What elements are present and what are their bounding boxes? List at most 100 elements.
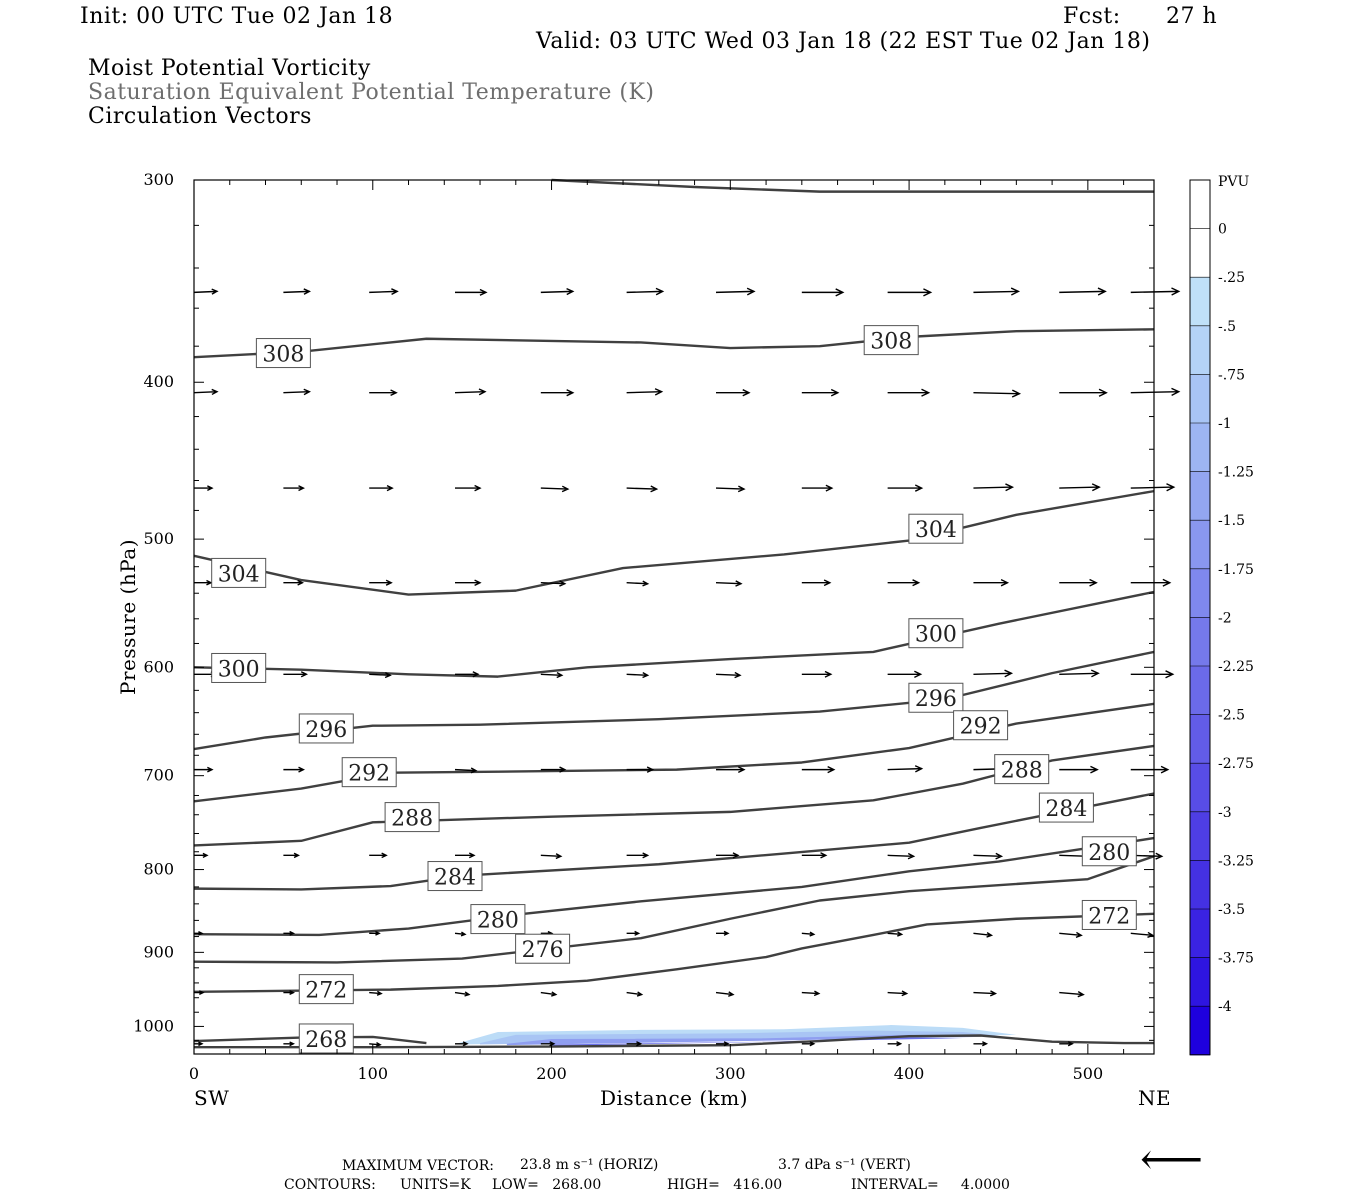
contour-label-box [470, 904, 526, 935]
circulation-vector [887, 765, 924, 773]
circulation-vector [455, 671, 480, 678]
circulation-vector [715, 580, 743, 587]
x-axis-title: Distance (km) [600, 1086, 748, 1110]
circulation-vector [801, 579, 832, 587]
circulation-vector [1130, 287, 1181, 296]
circulation-vector [626, 1041, 643, 1047]
circulation-vector [716, 389, 751, 397]
circulation-vector [801, 931, 816, 937]
contour-label-box [298, 1023, 354, 1054]
colorbar-label: -2.25 [1218, 659, 1254, 675]
circulation-vector [716, 930, 730, 936]
circulation-vector [194, 852, 209, 858]
contour-label: 288 [391, 807, 433, 832]
field-title-mpv: Moist Potential Vorticity [88, 56, 371, 81]
colorbar-swatch [1190, 763, 1210, 813]
circulation-vector [1059, 1041, 1074, 1047]
contour-276-9 [193, 855, 1155, 964]
x-axis-left-end-label: SW [194, 1086, 229, 1110]
field-title-theta-es: Saturation Equivalent Potential Temperat… [88, 80, 655, 105]
colorbar-label: -.25 [1218, 270, 1245, 286]
circulation-vector [283, 990, 295, 996]
init-time: Init: 00 UTC Tue 02 Jan 18 [80, 4, 394, 29]
circulation-vector [540, 991, 558, 997]
colorbar: PVU 0 -.25 -.5 -.75 -1 -1.25 -1.5 -1.75 -2 -2.25 -2… [1189, 174, 1254, 1056]
colorbar-label: -1.25 [1218, 465, 1254, 481]
colorbar-swatch [1190, 180, 1210, 230]
circulation-vector [540, 389, 575, 397]
circulation-vector [1130, 483, 1176, 492]
circulation-vector [973, 932, 994, 938]
contour-label: 272 [1088, 904, 1130, 929]
circulation-vector [801, 990, 821, 997]
circulation-vector [1059, 388, 1108, 397]
contour-label: 292 [348, 762, 390, 787]
circulation-vector [283, 579, 304, 586]
y-tick-label: 500 [143, 529, 174, 548]
colorbar-label: -.5 [1218, 319, 1236, 335]
contour-label-box [341, 757, 397, 788]
circulation-vector [715, 287, 756, 296]
field-title-vectors: Circulation Vectors [88, 104, 312, 129]
circulation-vector [283, 288, 311, 295]
circulation-vector [716, 1041, 730, 1047]
circulation-vector [887, 670, 923, 678]
circulation-vector [455, 484, 482, 492]
contour-272-10 [193, 912, 1155, 994]
circulation-vector [540, 853, 563, 860]
contour-label-box [298, 974, 354, 1005]
circulation-vector [626, 388, 664, 396]
x-tick-label: 200 [536, 1064, 567, 1083]
circulation-vector [626, 672, 650, 679]
circulation-vector [626, 580, 650, 587]
circulation-vector [887, 990, 909, 997]
circulation-vector [801, 852, 828, 859]
valid-time: Valid: 03 UTC Wed 03 Jan 18 (22 EST Tue … [536, 29, 1151, 54]
plot-frame [193, 179, 1155, 1055]
circulation-vector [1130, 765, 1170, 774]
contour-label: 268 [305, 1028, 347, 1053]
x-tick-label: 0 [189, 1064, 199, 1083]
contour-label-box [384, 802, 440, 833]
circulation-vector [1059, 287, 1107, 296]
circulation-vector [973, 669, 1014, 678]
contour-label: 276 [522, 938, 564, 963]
contour-label-box [908, 682, 964, 713]
circulation-vector [283, 671, 308, 678]
circulation-vector [973, 287, 1021, 296]
circulation-vector [283, 930, 295, 936]
colorbar-swatch [1190, 568, 1210, 618]
y-axis-title: Pressure (hPa) [116, 539, 140, 695]
circulation-vector [369, 990, 383, 996]
contour-label: 296 [915, 687, 957, 712]
max-vector-horiz: 23.8 m s⁻¹ (HORIZ) [520, 1157, 659, 1173]
colorbar-label: -1.5 [1218, 513, 1245, 529]
mpv-shading-layer [458, 1025, 1017, 1046]
circulation-vector [626, 930, 641, 936]
colorbar-swatch [1190, 909, 1210, 959]
contour-308-1 [551, 178, 1154, 193]
contour-label: 272 [305, 979, 347, 1004]
circulation-vector [283, 388, 311, 396]
circulation-vector [369, 484, 394, 492]
contour-label: 280 [1088, 841, 1130, 866]
circulation-vector [540, 766, 567, 773]
colorbar-label: 0 [1218, 222, 1227, 238]
colorbar-swatch [1190, 957, 1210, 1007]
circulation-vector [1059, 990, 1085, 998]
circulation-vector [887, 931, 904, 937]
contour-label-box [211, 557, 267, 588]
colorbar-swatch [1190, 325, 1210, 375]
circulation-vector [626, 766, 655, 773]
colorbar-swatch [1190, 617, 1210, 667]
circulation-vector [801, 484, 834, 492]
max-vector-label: MAXIMUM VECTOR: [342, 1158, 494, 1174]
colorbar-swatch [1190, 666, 1210, 716]
circulation-vector [1059, 669, 1100, 678]
circulation-vector [626, 485, 659, 493]
y-tick-label: 700 [143, 766, 174, 785]
circulation-vector [1059, 578, 1098, 587]
circulation-vector [193, 388, 219, 396]
colorbar-swatch [1190, 423, 1210, 473]
